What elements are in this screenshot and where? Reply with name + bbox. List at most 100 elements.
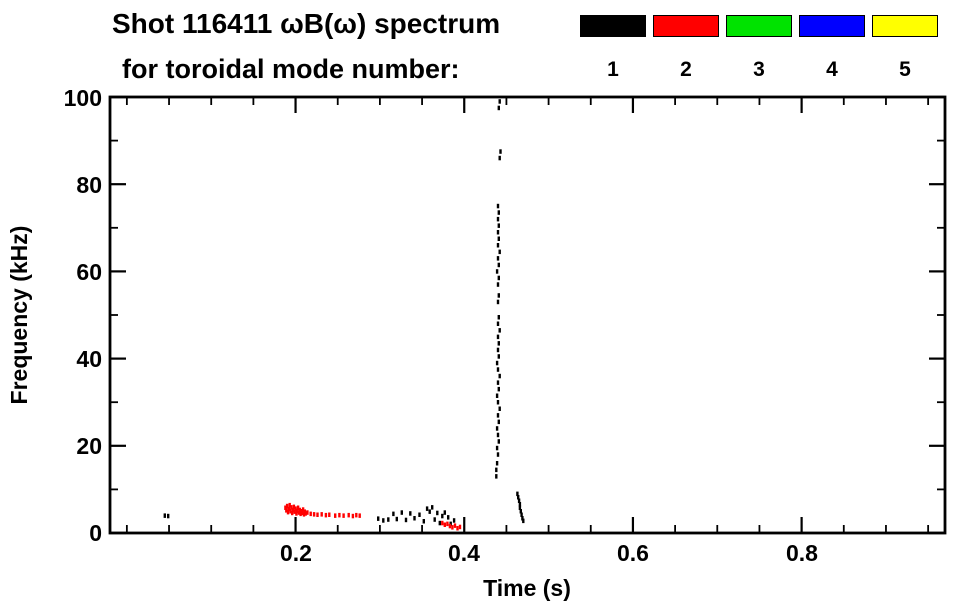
data-point bbox=[441, 520, 444, 526]
data-point bbox=[418, 512, 421, 517]
y-tick-label: 40 bbox=[76, 346, 102, 372]
data-point bbox=[404, 517, 408, 523]
data-point bbox=[496, 282, 500, 287]
x-tick-label: 0.2 bbox=[280, 540, 312, 566]
data-point bbox=[304, 511, 307, 516]
data-point bbox=[296, 505, 300, 510]
data-point bbox=[497, 105, 500, 111]
data-point bbox=[495, 474, 498, 479]
data-point bbox=[456, 526, 459, 531]
legend-swatch-1 bbox=[580, 15, 646, 37]
data-point bbox=[495, 426, 499, 431]
data-point bbox=[447, 515, 450, 520]
legend-label-3: 3 bbox=[753, 58, 765, 81]
data-point bbox=[301, 507, 305, 512]
data-point bbox=[299, 511, 302, 517]
data-point bbox=[496, 230, 500, 235]
data-point bbox=[448, 523, 452, 529]
data-point bbox=[290, 505, 293, 510]
data-point bbox=[497, 386, 500, 392]
data-point bbox=[163, 513, 166, 518]
data-point bbox=[453, 523, 457, 528]
data-points bbox=[163, 99, 525, 531]
data-point bbox=[495, 393, 499, 398]
legend-swatch-3 bbox=[726, 15, 792, 37]
data-point bbox=[296, 508, 299, 514]
data-point bbox=[302, 512, 306, 517]
data-point bbox=[452, 518, 456, 523]
data-point bbox=[498, 328, 501, 333]
data-point bbox=[422, 519, 425, 524]
data-point bbox=[306, 510, 309, 515]
data-point bbox=[496, 299, 500, 305]
data-point bbox=[496, 321, 500, 326]
data-point bbox=[355, 512, 358, 518]
data-point bbox=[413, 516, 416, 521]
data-point bbox=[387, 517, 390, 522]
data-point bbox=[496, 203, 500, 209]
data-point bbox=[377, 516, 380, 521]
data-point bbox=[496, 452, 500, 457]
data-point bbox=[517, 495, 520, 500]
data-point bbox=[495, 360, 499, 366]
data-point bbox=[443, 510, 446, 515]
y-tick-label: 80 bbox=[76, 172, 102, 198]
data-point bbox=[285, 508, 288, 513]
data-point bbox=[497, 341, 500, 346]
data-point bbox=[438, 520, 441, 526]
data-point bbox=[495, 461, 499, 466]
data-point bbox=[301, 510, 304, 516]
data-point bbox=[167, 513, 170, 519]
data-point bbox=[495, 445, 499, 451]
data-point bbox=[392, 511, 395, 517]
data-point bbox=[518, 502, 522, 507]
data-point bbox=[497, 223, 500, 228]
data-point bbox=[496, 432, 500, 438]
legend-label-4: 4 bbox=[826, 58, 838, 81]
data-point bbox=[497, 419, 500, 425]
data-point bbox=[395, 516, 398, 522]
data-point bbox=[428, 509, 431, 514]
data-point bbox=[320, 512, 323, 517]
y-tick-label: 20 bbox=[76, 433, 102, 459]
data-point bbox=[497, 439, 500, 444]
data-point bbox=[519, 509, 522, 514]
legend-swatch-2 bbox=[653, 15, 719, 37]
data-point bbox=[292, 504, 296, 510]
data-point bbox=[342, 513, 345, 518]
data-point bbox=[496, 367, 500, 372]
plot-frame bbox=[108, 95, 947, 535]
data-point bbox=[400, 510, 403, 515]
data-point bbox=[497, 275, 500, 281]
data-point bbox=[295, 511, 298, 516]
data-point bbox=[358, 513, 361, 518]
data-point bbox=[498, 249, 501, 255]
data-point bbox=[497, 293, 500, 298]
data-point bbox=[521, 516, 524, 521]
data-point bbox=[291, 510, 294, 516]
data-point bbox=[338, 512, 341, 518]
y-tick-label: 60 bbox=[76, 259, 102, 285]
data-point bbox=[284, 505, 287, 510]
data-point bbox=[520, 512, 523, 517]
x-tick-label: 0.6 bbox=[617, 540, 649, 566]
y-axis-title: Frequency (kHz) bbox=[6, 226, 32, 405]
data-point bbox=[347, 512, 350, 518]
data-point bbox=[522, 518, 525, 524]
data-point bbox=[496, 256, 500, 261]
data-point bbox=[289, 509, 292, 514]
data-point bbox=[496, 243, 500, 248]
legend-label-5: 5 bbox=[899, 58, 911, 81]
data-point bbox=[324, 512, 328, 518]
data-point bbox=[498, 155, 501, 161]
y-tick-label: 100 bbox=[64, 85, 102, 111]
data-point bbox=[458, 524, 462, 530]
legend-swatch-5 bbox=[872, 15, 938, 37]
data-point bbox=[293, 509, 296, 514]
data-point bbox=[297, 510, 301, 515]
data-point bbox=[498, 373, 501, 379]
data-point bbox=[497, 210, 500, 215]
mode-number-legend: 1 2 3 4 5 bbox=[0, 0, 963, 95]
data-point bbox=[382, 518, 385, 523]
